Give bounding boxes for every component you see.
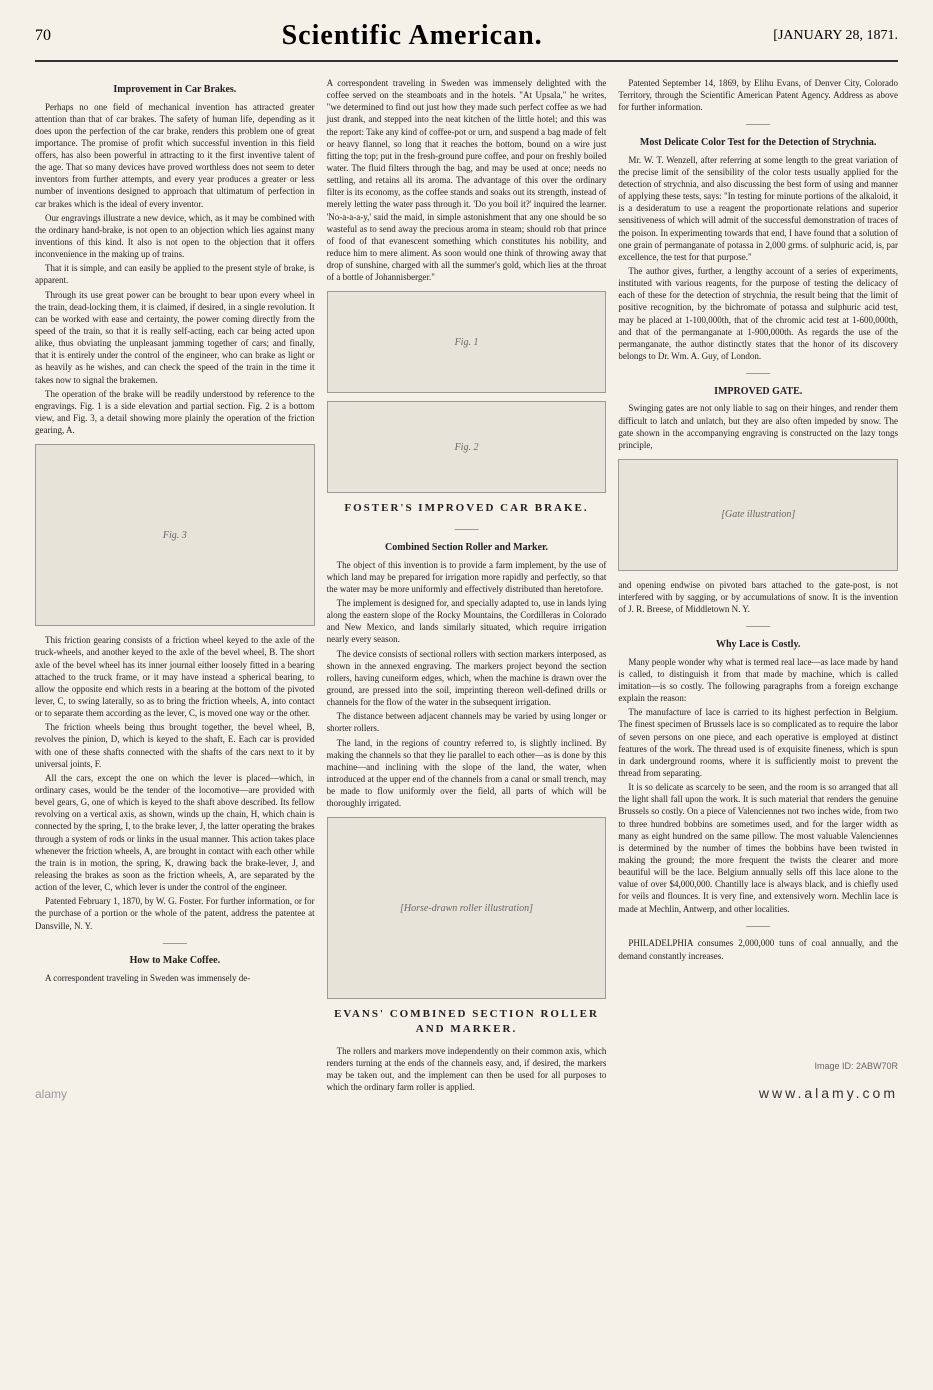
- strychnia-p2: The author gives, further, a lengthy acc…: [618, 265, 898, 362]
- gate-title: IMPROVED GATE.: [618, 385, 898, 399]
- coal-p1: PHILADELPHIA consumes 2,000,000 tuns of …: [618, 937, 898, 961]
- column-2: A correspondent traveling in Sweden was …: [327, 77, 607, 1096]
- divider-icon: ———: [327, 524, 607, 535]
- roller-p4: The distance between adjacent channels m…: [327, 710, 607, 734]
- roller-p2: The implement is designed for, and speci…: [327, 597, 607, 646]
- roller-p1: The object of this invention is to provi…: [327, 559, 607, 595]
- strychnia-title: Most Delicate Color Test for the Detecti…: [618, 136, 898, 150]
- roller-title: Combined Section Roller and Marker.: [327, 541, 607, 555]
- figure-roller-marker: [Horse-drawn roller illustration]: [327, 817, 607, 999]
- strychnia-p1: Mr. W. T. Wenzell, after referring at so…: [618, 154, 898, 263]
- divider-icon: ———: [618, 921, 898, 932]
- content-columns: Improvement in Car Brakes. Perhaps no on…: [35, 77, 898, 1096]
- page-header: 70 Scientific American. [JANUARY 28, 187…: [35, 20, 898, 62]
- watermark-id: Image ID: 2ABW70R: [814, 1061, 898, 1071]
- fig3-label: Fig. 3: [163, 529, 187, 543]
- roller-p7: Patented September 14, 1869, by Elihu Ev…: [618, 77, 898, 113]
- figure-2-brake: Fig. 2: [327, 401, 607, 493]
- coffee-p1: A correspondent traveling in Sweden was …: [327, 77, 607, 283]
- masthead-title: Scientific American.: [282, 20, 543, 52]
- roller-p3: The device consists of sectional rollers…: [327, 648, 607, 709]
- figure-3: Fig. 3: [35, 444, 315, 626]
- car-brakes-title: Improvement in Car Brakes.: [35, 83, 315, 97]
- page-number: 70: [35, 27, 51, 45]
- lace-p1: Many people wonder why what is termed re…: [618, 656, 898, 705]
- lace-p3: It is so delicate as scarcely to be seen…: [618, 781, 898, 915]
- car-brakes-p8: All the cars, except the one on which th…: [35, 772, 315, 893]
- roller-caption: EVANS' COMBINED SECTION ROLLER AND MARKE…: [327, 1007, 607, 1037]
- car-brakes-p5: The operation of the brake will be readi…: [35, 388, 315, 437]
- newspaper-page: 70 Scientific American. [JANUARY 28, 187…: [0, 0, 933, 1116]
- divider-icon: ———: [618, 621, 898, 632]
- roller-p5: The land, in the regions of country refe…: [327, 737, 607, 810]
- column-1: Improvement in Car Brakes. Perhaps no on…: [35, 77, 315, 1096]
- car-brakes-p1: Perhaps no one field of mechanical inven…: [35, 101, 315, 210]
- fig2-label: Fig. 2: [455, 441, 479, 455]
- gate-p1-a: Swinging gates are not only liable to sa…: [618, 402, 898, 451]
- divider-icon: ———: [618, 368, 898, 379]
- car-brakes-p9: Patented February 1, 1870, by W. G. Fost…: [35, 895, 315, 931]
- car-brakes-p2: Our engravings illustrate a new device, …: [35, 212, 315, 261]
- car-brakes-p4: Through its use great power can be broug…: [35, 289, 315, 386]
- issue-date: [JANUARY 28, 1871.: [773, 28, 898, 44]
- coffee-title: How to Make Coffee.: [35, 954, 315, 968]
- lace-p2: The manufacture of lace is carried to it…: [618, 706, 898, 779]
- column-3: Patented September 14, 1869, by Elihu Ev…: [618, 77, 898, 1096]
- gate-p1-b: and opening endwise on pivoted bars atta…: [618, 579, 898, 615]
- figure-1-brake: Fig. 1: [327, 291, 607, 393]
- brake-caption: FOSTER'S IMPROVED CAR BRAKE.: [327, 501, 607, 516]
- car-brakes-p7: The friction wheels being thus brought t…: [35, 721, 315, 770]
- fig1-label: Fig. 1: [455, 336, 479, 350]
- coffee-p1-start: A correspondent traveling in Sweden was …: [35, 972, 315, 984]
- divider-icon: ———: [618, 119, 898, 130]
- watermark-brand: www.alamy.com: [759, 1085, 898, 1101]
- watermark-logo: alamy: [35, 1087, 67, 1101]
- divider-icon: ———: [35, 938, 315, 949]
- lace-title: Why Lace is Costly.: [618, 638, 898, 652]
- car-brakes-p3: That it is simple, and can easily be app…: [35, 262, 315, 286]
- car-brakes-p6: This friction gearing consists of a fric…: [35, 634, 315, 719]
- roller-p6: The rollers and markers move independent…: [327, 1045, 607, 1094]
- figure-gate: [Gate illustration]: [618, 459, 898, 571]
